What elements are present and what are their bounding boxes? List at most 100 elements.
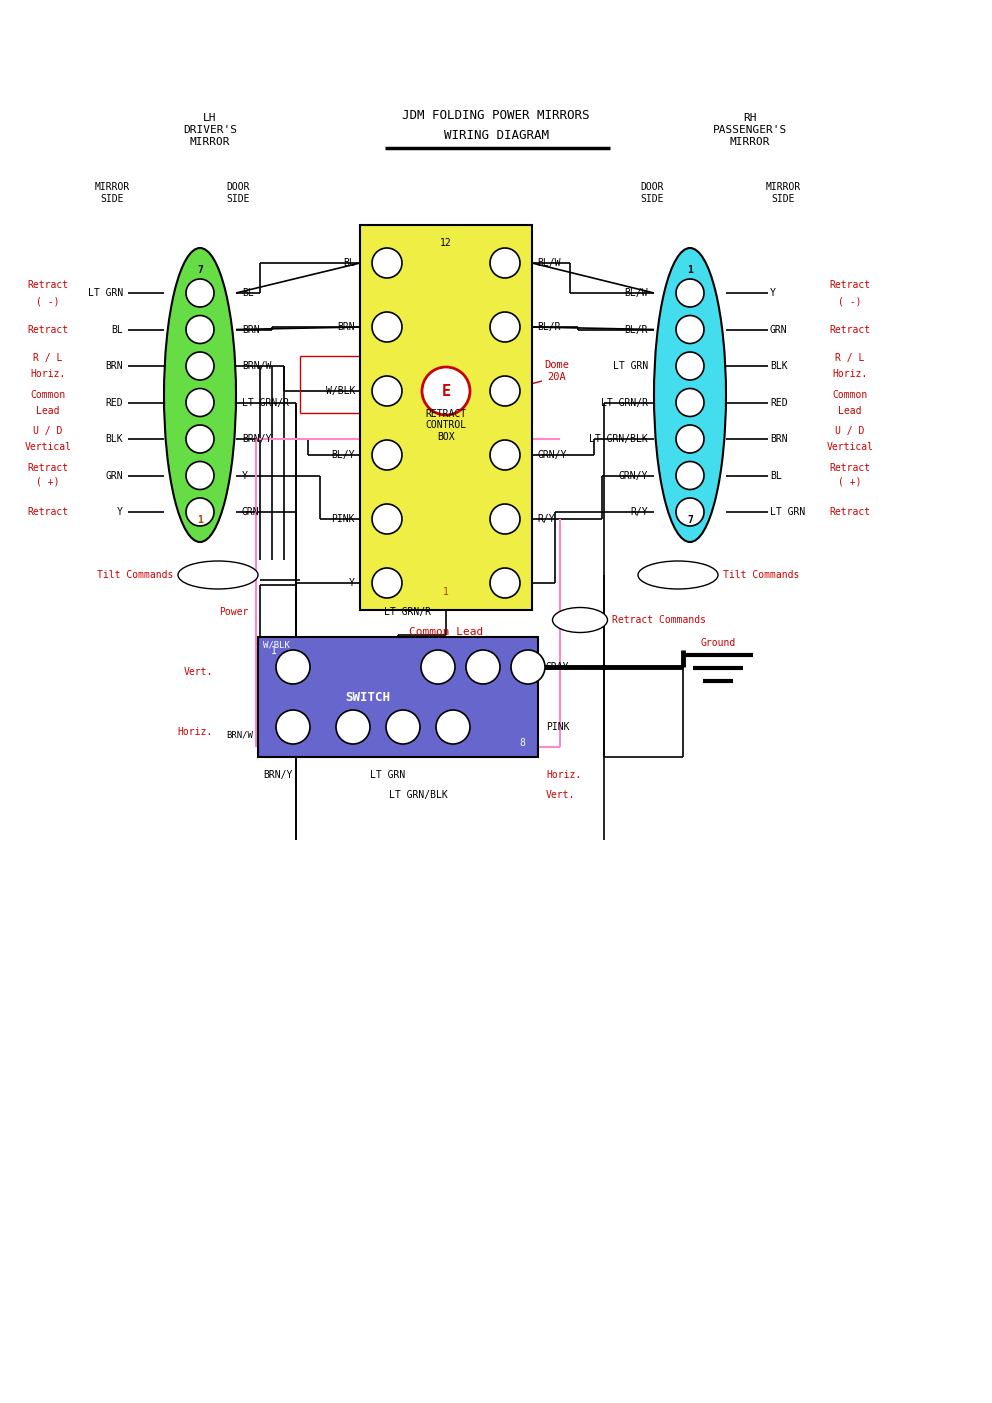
Circle shape <box>676 425 704 453</box>
Circle shape <box>676 462 704 490</box>
Text: Retract: Retract <box>829 506 871 516</box>
Text: BRN: BRN <box>242 324 260 334</box>
Bar <box>258 637 538 758</box>
Circle shape <box>676 316 704 344</box>
Circle shape <box>490 376 520 405</box>
Circle shape <box>490 441 520 470</box>
Text: 12: 12 <box>440 239 452 248</box>
Text: ( -): ( -) <box>838 296 862 306</box>
Circle shape <box>676 352 704 380</box>
Text: BL/W: BL/W <box>625 288 648 297</box>
Text: BLK: BLK <box>770 361 788 370</box>
Text: GRN: GRN <box>105 470 123 480</box>
Circle shape <box>186 462 214 490</box>
Text: 8: 8 <box>519 738 525 748</box>
Text: BL: BL <box>111 324 123 334</box>
Text: Y: Y <box>242 470 248 480</box>
Circle shape <box>386 710 420 744</box>
Text: U / D: U / D <box>835 427 865 436</box>
Text: Y: Y <box>117 506 123 516</box>
Circle shape <box>490 248 520 278</box>
Text: ( -): ( -) <box>37 296 60 306</box>
Text: R / L: R / L <box>835 354 865 363</box>
Circle shape <box>372 568 402 598</box>
Circle shape <box>490 504 520 535</box>
Text: LT GRN: LT GRN <box>87 288 123 297</box>
Text: ( +): ( +) <box>838 477 862 487</box>
Circle shape <box>372 311 402 342</box>
Text: BL/R: BL/R <box>537 323 560 333</box>
Text: BL: BL <box>343 258 355 268</box>
Text: Vert.: Vert. <box>546 790 575 800</box>
Circle shape <box>186 279 214 307</box>
Circle shape <box>186 316 214 344</box>
Text: LT GRN/R: LT GRN/R <box>242 397 289 407</box>
Text: MIRROR
SIDE: MIRROR SIDE <box>766 182 801 203</box>
Text: BRN: BRN <box>337 323 355 333</box>
Text: 1: 1 <box>271 645 277 657</box>
Text: BL: BL <box>770 470 782 480</box>
Text: BRN/Y: BRN/Y <box>242 434 272 443</box>
Text: BL/W: BL/W <box>537 258 560 268</box>
Text: DOOR
SIDE: DOOR SIDE <box>226 182 250 203</box>
Text: BRN: BRN <box>105 361 123 370</box>
Text: BRN/Y: BRN/Y <box>263 770 293 780</box>
Text: Retract: Retract <box>829 463 871 473</box>
Ellipse shape <box>654 248 726 542</box>
Circle shape <box>186 498 214 526</box>
Text: LT GRN/R: LT GRN/R <box>601 397 648 407</box>
Text: RED: RED <box>105 397 123 407</box>
Circle shape <box>511 650 545 685</box>
Circle shape <box>676 279 704 307</box>
Text: Common Lead: Common Lead <box>409 627 483 637</box>
Text: Dome
20A: Dome 20A <box>544 361 569 382</box>
Bar <box>360 224 532 610</box>
Circle shape <box>421 650 455 685</box>
Text: Retract: Retract <box>28 281 68 290</box>
Text: R/Y: R/Y <box>630 506 648 516</box>
Text: BL/Y: BL/Y <box>331 450 355 460</box>
Circle shape <box>186 352 214 380</box>
Text: LT GRN: LT GRN <box>770 506 806 516</box>
Ellipse shape <box>178 561 258 589</box>
Text: LT GRN: LT GRN <box>613 361 648 370</box>
Circle shape <box>276 710 310 744</box>
Circle shape <box>422 368 470 415</box>
Circle shape <box>490 311 520 342</box>
Circle shape <box>676 498 704 526</box>
Text: Horiz.: Horiz. <box>178 727 213 737</box>
Circle shape <box>436 710 470 744</box>
Text: Y: Y <box>349 578 355 588</box>
Text: LH
DRIVER'S
MIRROR: LH DRIVER'S MIRROR <box>183 114 237 146</box>
Text: W/BLK: W/BLK <box>263 641 290 650</box>
Text: Lead: Lead <box>838 405 862 415</box>
Text: SWITCH: SWITCH <box>345 690 391 703</box>
Text: Y: Y <box>770 288 776 297</box>
Text: Retract Commands: Retract Commands <box>612 615 706 624</box>
Text: WIRING DIAGRAM: WIRING DIAGRAM <box>443 129 549 142</box>
Text: W/BLK: W/BLK <box>325 386 355 396</box>
Text: 7: 7 <box>197 265 203 275</box>
Text: GRN/Y: GRN/Y <box>619 470 648 480</box>
Text: Common: Common <box>832 390 868 400</box>
Text: Common: Common <box>31 390 65 400</box>
Text: BL/R: BL/R <box>625 324 648 334</box>
Text: 1: 1 <box>443 586 449 598</box>
Text: Horiz.: Horiz. <box>31 369 65 379</box>
Circle shape <box>466 650 500 685</box>
Circle shape <box>372 376 402 405</box>
Text: 7: 7 <box>687 515 693 525</box>
Text: Retract: Retract <box>28 506 68 516</box>
Text: Vertical: Vertical <box>826 442 874 452</box>
Text: LT GRN/BLK: LT GRN/BLK <box>589 434 648 443</box>
Text: 1: 1 <box>197 515 203 525</box>
Text: Retract: Retract <box>28 463 68 473</box>
Text: U / D: U / D <box>34 427 62 436</box>
Text: RED: RED <box>770 397 788 407</box>
Text: BRN: BRN <box>770 434 788 443</box>
Text: GRN/Y: GRN/Y <box>537 450 566 460</box>
Circle shape <box>372 504 402 535</box>
Circle shape <box>372 248 402 278</box>
Circle shape <box>372 441 402 470</box>
Text: DOOR
SIDE: DOOR SIDE <box>640 182 664 203</box>
